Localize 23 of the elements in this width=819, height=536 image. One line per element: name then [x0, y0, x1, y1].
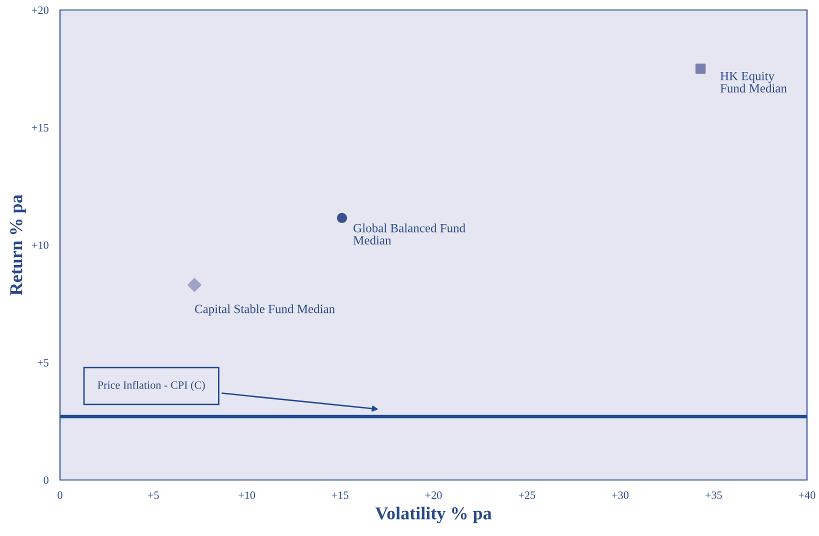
series-label: Capital Stable Fund Median	[194, 304, 335, 316]
point	[695, 64, 706, 74]
y-tick-label: +15	[32, 124, 48, 132]
y-tick-label: +5	[38, 359, 48, 366]
x-tick-label: +20	[425, 491, 442, 499]
x-tick-label: +15	[332, 491, 348, 499]
x-tick-label: +10	[238, 491, 256, 499]
x-tick-label: +40	[798, 491, 816, 499]
series-label: Global Balanced Fund Median	[353, 224, 466, 245]
ref-line-label: Price Inflation - CPI (C)	[98, 380, 205, 392]
point	[336, 212, 348, 224]
x-axis-title: Volatility % pa	[375, 506, 492, 524]
point	[188, 278, 202, 292]
x-tick-label: +35	[705, 491, 722, 499]
x-tick-label: +25	[518, 491, 536, 499]
y-axis-title: Return % pa	[10, 194, 26, 296]
series-label: HK Equity Fund Median	[720, 72, 787, 93]
y-tick-label: +10	[32, 241, 48, 249]
x-tick-label: +30	[612, 491, 629, 499]
x-tick-label: +5	[148, 492, 159, 499]
y-tick-label: 0	[44, 476, 48, 484]
y-tick-label: +20	[32, 6, 48, 14]
x-tick-label: 0	[58, 491, 62, 499]
